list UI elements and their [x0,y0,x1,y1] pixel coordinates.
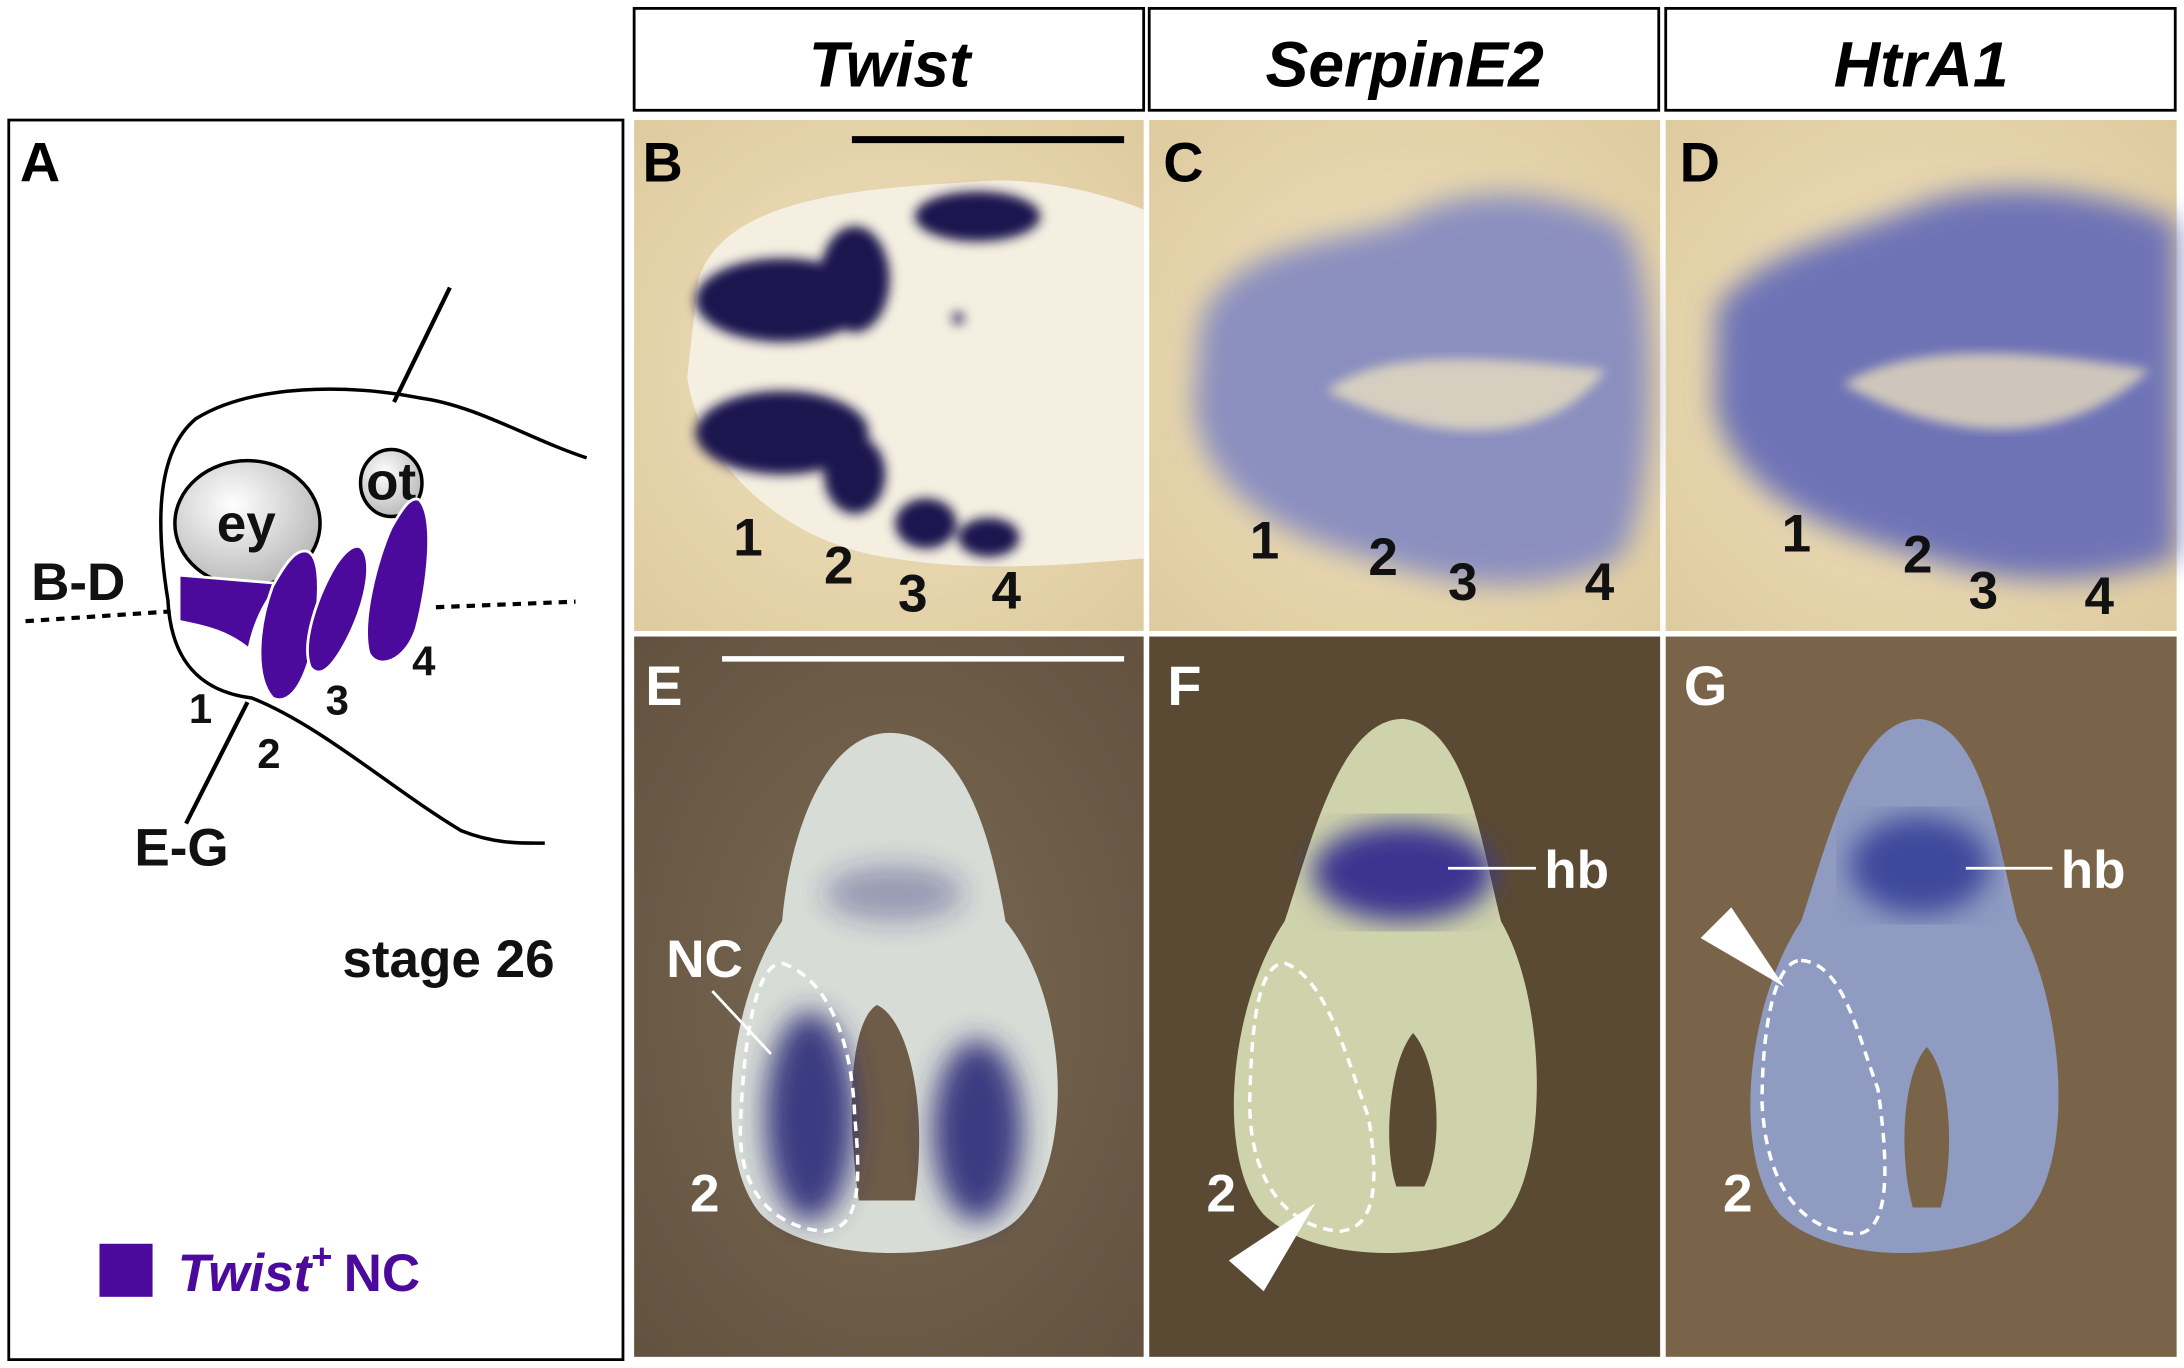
arch-number: 4 [2084,567,2114,626]
arch-number: 3 [898,564,928,623]
arch-number: 2 [1903,525,1933,584]
arch-number: 1 [1782,504,1812,563]
panel-g-photo: G hb 2 [1665,636,2177,1357]
arch-number: 2 [257,730,280,777]
nc-outline [1760,958,1887,1236]
nc-outline [1247,961,1376,1233]
arrowhead-icon [1700,907,1785,987]
panel-a-schematic: A ey ot B-D E-G 1 2 3 4 stage 26 Twist+ N… [7,118,625,1362]
panel-b-photo: B 1 2 3 4 [634,120,1144,631]
arch-number: 4 [1585,553,1615,612]
column-header-htra1: HtrA1 [1664,6,2177,112]
stage-label: stage 26 [342,930,554,989]
arch-number: 3 [326,677,349,724]
panel-e-photo: E NC 2 [634,636,1144,1357]
arch-number: 3 [1448,553,1478,612]
arch-number: 2 [824,536,854,595]
header-text: SerpinE2 [1266,29,1545,101]
arch-number: 1 [1250,511,1280,570]
arch-number: 2 [690,1165,720,1224]
header-text: HtrA1 [1834,29,2009,101]
arch-number: 1 [733,509,763,568]
panel-c-photo: C 1 2 3 4 [1149,120,1661,631]
panel-d-photo: D 1 2 3 4 [1665,120,2177,631]
section-label-bd: B-D [31,553,125,612]
eye-label: ey [217,495,276,554]
arch-number: 2 [1723,1165,1753,1224]
panel-f-photo: F hb 2 [1149,636,1661,1357]
column-header-serpine2: SerpinE2 [1147,6,1661,112]
panel-label: G [1684,654,1727,717]
nc-label: NC [666,930,743,989]
embryo-head-outline [159,387,588,845]
twist-nc-streams [177,497,431,701]
arch-number: 1 [189,685,212,732]
panel-label: F [1167,654,1201,717]
arch-number: 4 [412,638,436,685]
legend-text: Twist+ NC [178,1236,421,1303]
arch-number: 4 [991,562,1021,621]
panel-label: D [1680,130,1720,193]
header-text: Twist [809,29,973,101]
hindbrain-label: hb [2061,841,2126,900]
column-header-twist: Twist [632,6,1146,112]
panel-label: A [20,130,60,193]
arch-number: 2 [1206,1165,1236,1224]
legend-swatch [99,1243,153,1297]
panel-label: B [643,130,683,193]
panel-label: E [645,654,682,717]
arch-number: 3 [1969,562,1999,621]
otic-vesicle [358,447,424,519]
hindbrain-label: hb [1544,841,1609,900]
section-label-eg: E-G [134,818,228,877]
nc-outline [738,961,860,1233]
arch-number: 2 [1368,528,1398,587]
arrowhead-icon [1228,1203,1316,1292]
panel-label: C [1163,130,1203,193]
